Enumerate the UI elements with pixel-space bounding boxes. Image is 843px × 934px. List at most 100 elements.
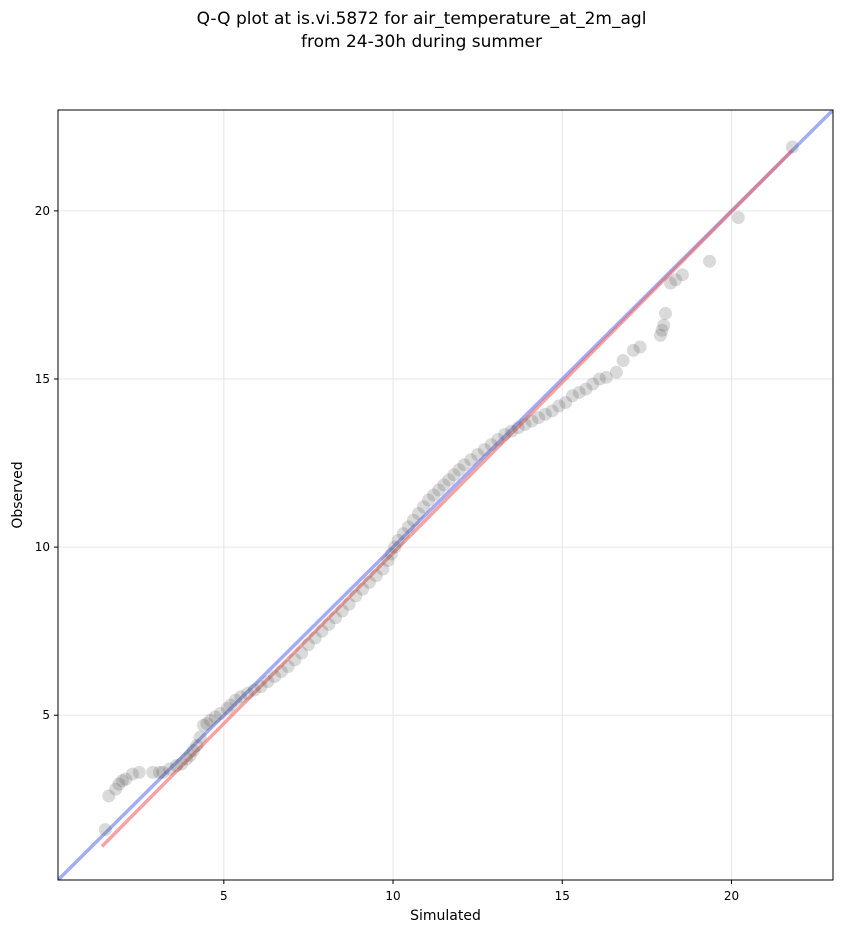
y-tick-label: 20 [35,204,50,218]
data-point [180,752,194,766]
data-point [301,638,315,652]
data-point [391,533,405,547]
data-point [109,782,123,796]
data-point [234,690,248,704]
data-point [163,762,177,776]
data-point [315,624,329,638]
data-point [592,372,606,386]
y-axis-label: Observed [10,461,26,528]
data-point [599,370,613,384]
data-point [702,254,716,268]
data-point [208,710,222,724]
x-tick-label: 15 [555,889,570,903]
data-point [335,604,349,618]
data-point [229,693,243,707]
data-point [115,774,129,788]
data-point [381,554,395,568]
data-point [406,513,420,527]
data-point [471,448,485,462]
chart-title-block: Q-Q plot at is.vi.5872 for air_temperatu… [0,8,843,54]
data-point [322,617,336,631]
data-point [657,318,671,332]
data-point [511,421,525,435]
data-point [112,777,126,791]
data-point [125,767,139,781]
data-point [183,749,197,763]
grid [58,110,833,880]
plot-frame [57,109,834,881]
data-point [417,500,431,514]
data-point [254,680,268,694]
data-point [308,631,322,645]
data-point [153,765,167,779]
fit-line [100,149,794,848]
x-tick-label: 10 [385,889,400,903]
data-point [411,506,425,520]
data-point [175,757,189,771]
data-point [664,276,678,290]
data-point [295,646,309,660]
data-point [447,468,461,482]
data-point [559,396,573,410]
data-point [504,424,518,438]
data-point [329,611,343,625]
data-point [437,478,451,492]
y-tick-label: 10 [35,540,50,554]
data-point [655,323,669,337]
data-point [342,597,356,611]
data-point [224,698,238,712]
data-point [442,473,456,487]
data-point [396,527,410,541]
x-axis-label: Simulated [410,908,481,924]
lines [58,110,833,880]
data-point [384,547,398,561]
data-point [220,702,234,716]
data-point [731,211,745,225]
data-point [213,707,227,721]
data-point [203,713,217,727]
data-point [477,443,491,457]
data-point [491,433,505,447]
data-point [281,659,295,673]
x-tick-label: 20 [724,889,739,903]
data-point [484,438,498,452]
y-tick-label: 5 [42,708,50,722]
data-point [532,411,546,425]
data-point [579,382,593,396]
data-point [538,407,552,421]
data-point [545,404,559,418]
data-point [241,686,255,700]
data-point [119,772,133,786]
data-point [565,389,579,403]
data-point [376,562,390,576]
data-point [169,759,183,773]
y-tick-label: 15 [35,372,50,386]
data-point [369,569,383,583]
data-point [197,718,211,732]
data-point [457,458,471,472]
data-point [200,717,214,731]
data-point [268,670,282,684]
data-point [401,520,415,534]
data-point [422,493,436,507]
data-point [675,268,689,282]
data-point [146,765,160,779]
data-point [193,730,207,744]
data-point [362,575,376,589]
data-point [785,140,799,154]
chart-title: Q-Q plot at is.vi.5872 for air_temperatu… [196,9,647,29]
data-point [261,675,275,689]
data-point [102,789,116,803]
data-point [653,328,667,342]
data-point [349,589,363,603]
data-point [616,354,630,368]
data-point [658,306,672,320]
data-point [186,744,200,758]
data-point [525,414,539,428]
data-point [609,365,623,379]
ticks: 5 10 15 20 5 10 15 20 [35,204,739,903]
data-point [452,463,466,477]
data-point [356,582,370,596]
data-point [633,340,647,354]
